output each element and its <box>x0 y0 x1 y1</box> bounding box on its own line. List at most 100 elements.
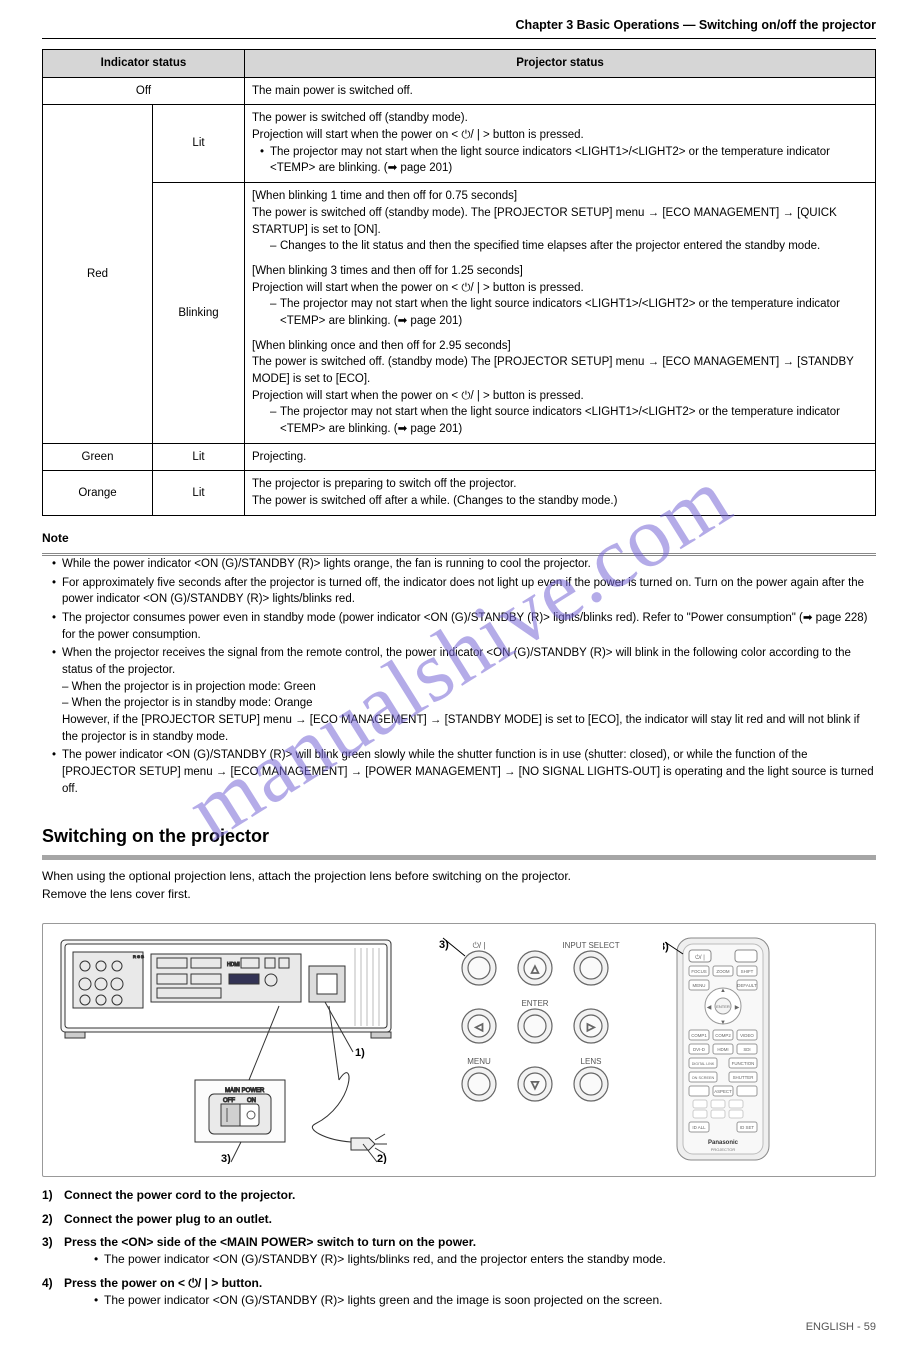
desc-line: The power is switched off (standby mode)… <box>252 110 868 143</box>
th-projector-status: Projector status <box>245 50 876 78</box>
sub-bullet: Changes to the lit status and then the s… <box>270 238 868 255</box>
step-num: 2) <box>42 1211 64 1228</box>
step-text: Connect the power plug to an outlet. <box>64 1212 272 1226</box>
svg-text:⏻/ |: ⏻/ | <box>473 941 486 950</box>
chapter-header: Chapter 3 Basic Operations — Switching o… <box>42 16 876 39</box>
step-3: 3) Press the <ON> side of the <MAIN POWE… <box>42 1234 876 1269</box>
desc-line: The projector is preparing to switch off… <box>252 476 868 493</box>
table-row: Red Lit The power is switched off (stand… <box>43 105 876 183</box>
sub-bullet: The projector may not start when the lig… <box>270 404 868 437</box>
substeps: The power indicator <ON (G)/STANDBY (R)>… <box>86 1292 876 1309</box>
table-row: Off The main power is switched off. <box>43 77 876 105</box>
cell-sub-blinking: Blinking <box>153 183 245 443</box>
svg-text:FOCUS: FOCUS <box>691 969 706 974</box>
cell-status-red: Red <box>43 105 153 443</box>
section-desc: When using the optional projection lens,… <box>42 868 876 903</box>
blink-sub-bullets: The projector may not start when the lig… <box>252 296 868 329</box>
svg-text:▲: ▲ <box>720 988 726 994</box>
svg-text:◀: ◀ <box>707 1005 712 1011</box>
substep: The power indicator <ON (G)/STANDBY (R)>… <box>94 1251 876 1268</box>
table-row: Green Lit Projecting. <box>43 443 876 471</box>
svg-text:⏻/ |: ⏻/ | <box>695 954 705 961</box>
svg-text:ON SCREEN: ON SCREEN <box>692 1076 715 1080</box>
substeps: The power indicator <ON (G)/STANDBY (R)>… <box>86 1251 876 1268</box>
note-item: While the power indicator <ON (G)/STANDB… <box>52 556 876 573</box>
th-indicator-status: Indicator status <box>43 50 245 78</box>
step-num: 4) <box>42 1275 64 1310</box>
blink-line: The power is switched off (standby mode)… <box>252 205 868 238</box>
note-item: The projector consumes power even in sta… <box>52 610 876 643</box>
note-title: Note <box>42 530 876 547</box>
svg-text:ID SET: ID SET <box>740 1125 754 1130</box>
diagram-remote: ⏻/ | FOCUS ZOOM SHIFT MENU DEFAULT ENTER… <box>663 934 783 1164</box>
svg-text:SHUTTER: SHUTTER <box>733 1075 754 1080</box>
step-2: 2) Connect the power plug to an outlet. <box>42 1211 876 1228</box>
cell-desc: Projecting. <box>245 443 876 471</box>
cell-sub-lit: Lit <box>153 443 245 471</box>
diagram-row: R G B HDMI <box>42 923 876 1177</box>
svg-text:VIDEO: VIDEO <box>740 1033 754 1038</box>
note-list: While the power indicator <ON (G)/STANDB… <box>42 556 876 797</box>
blink-line: Projection will start when the power on … <box>252 280 868 297</box>
substep: The power indicator <ON (G)/STANDBY (R)>… <box>94 1292 876 1309</box>
svg-text:ZOOM: ZOOM <box>716 969 730 974</box>
header-rule <box>42 38 876 39</box>
svg-text:DIGITAL LINK: DIGITAL LINK <box>692 1062 715 1066</box>
svg-text:▼: ▼ <box>720 1020 726 1026</box>
svg-text:MENU: MENU <box>467 1057 491 1066</box>
step-1: 1) Connect the power cord to the project… <box>42 1187 876 1204</box>
blink-line2: Projection will start when the power on … <box>252 388 868 405</box>
note-block: Note While the power indicator <ON (G)/S… <box>42 530 876 798</box>
svg-text:△: △ <box>531 964 539 975</box>
svg-text:DVI-D: DVI-D <box>693 1047 705 1052</box>
callout-2: 2) <box>377 1153 387 1164</box>
step-num: 1) <box>42 1187 64 1204</box>
svg-text:PROJECTOR: PROJECTOR <box>711 1147 736 1152</box>
step-num: 3) <box>42 1234 64 1269</box>
table-row: Orange Lit The projector is preparing to… <box>43 471 876 515</box>
bullet: The projector may not start when the lig… <box>260 144 868 177</box>
svg-text:HDMI: HDMI <box>227 962 240 968</box>
svg-text:HDMI: HDMI <box>717 1047 728 1052</box>
blink-sub-bullets: Changes to the lit status and then the s… <box>252 238 868 255</box>
cell-desc: The power is switched off (standby mode)… <box>245 105 876 183</box>
indicator-status-table: Indicator status Projector status Off Th… <box>42 49 876 515</box>
blink-lead: [When blinking once and then off for 2.9… <box>252 338 868 355</box>
cell-desc: [When blinking 1 time and then off for 0… <box>245 183 876 443</box>
cell-status-off: Off <box>43 77 245 105</box>
svg-text:COMP1: COMP1 <box>691 1033 707 1038</box>
cell-status-orange: Orange <box>43 471 153 515</box>
note-item: The power indicator <ON (G)/STANDBY (R)>… <box>52 747 876 797</box>
section-title: Switching on the projector <box>42 823 876 849</box>
chapter-title: Chapter 3 Basic Operations — Switching o… <box>42 16 876 34</box>
svg-text:ON: ON <box>247 1098 256 1104</box>
cell-desc: The projector is preparing to switch off… <box>245 471 876 515</box>
svg-text:▷: ▷ <box>587 1022 595 1033</box>
callout-3: 3) <box>221 1153 231 1164</box>
blink-lead: [When blinking 3 times and then off for … <box>252 263 868 280</box>
svg-text:▽: ▽ <box>531 1080 539 1091</box>
callout-1: 1) <box>355 1047 365 1059</box>
svg-text:3): 3) <box>663 941 669 953</box>
main-power-label: MAIN POWER <box>225 1088 265 1094</box>
page-footer: ENGLISH - 59 <box>42 1320 876 1336</box>
svg-text:FUNCTION: FUNCTION <box>732 1061 755 1066</box>
cell-sub-lit: Lit <box>153 471 245 515</box>
blink-block-1: [When blinking 1 time and then off for 0… <box>252 188 868 255</box>
desc-bullets: The projector may not start when the lig… <box>252 144 868 177</box>
svg-text:3): 3) <box>439 939 449 951</box>
table-row: Blinking [When blinking 1 time and then … <box>43 183 876 443</box>
svg-text:ENTER: ENTER <box>716 1004 730 1009</box>
blink-line: The power is switched off. (standby mode… <box>252 354 868 387</box>
svg-text:ENTER: ENTER <box>521 999 548 1008</box>
note-item: When the projector receives the signal f… <box>52 645 876 745</box>
svg-text:COMP2: COMP2 <box>715 1033 731 1038</box>
svg-text:SHIFT: SHIFT <box>741 969 754 974</box>
svg-text:OFF: OFF <box>223 1098 235 1104</box>
cell-status-green: Green <box>43 443 153 471</box>
step-text: Press the <ON> side of the <MAIN POWER> … <box>64 1235 476 1249</box>
svg-text:◁: ◁ <box>475 1022 483 1033</box>
blink-block-2: [When blinking 3 times and then off for … <box>252 263 868 330</box>
svg-text:LENS: LENS <box>581 1057 602 1066</box>
blink-sub-bullets: The projector may not start when the lig… <box>252 404 868 437</box>
